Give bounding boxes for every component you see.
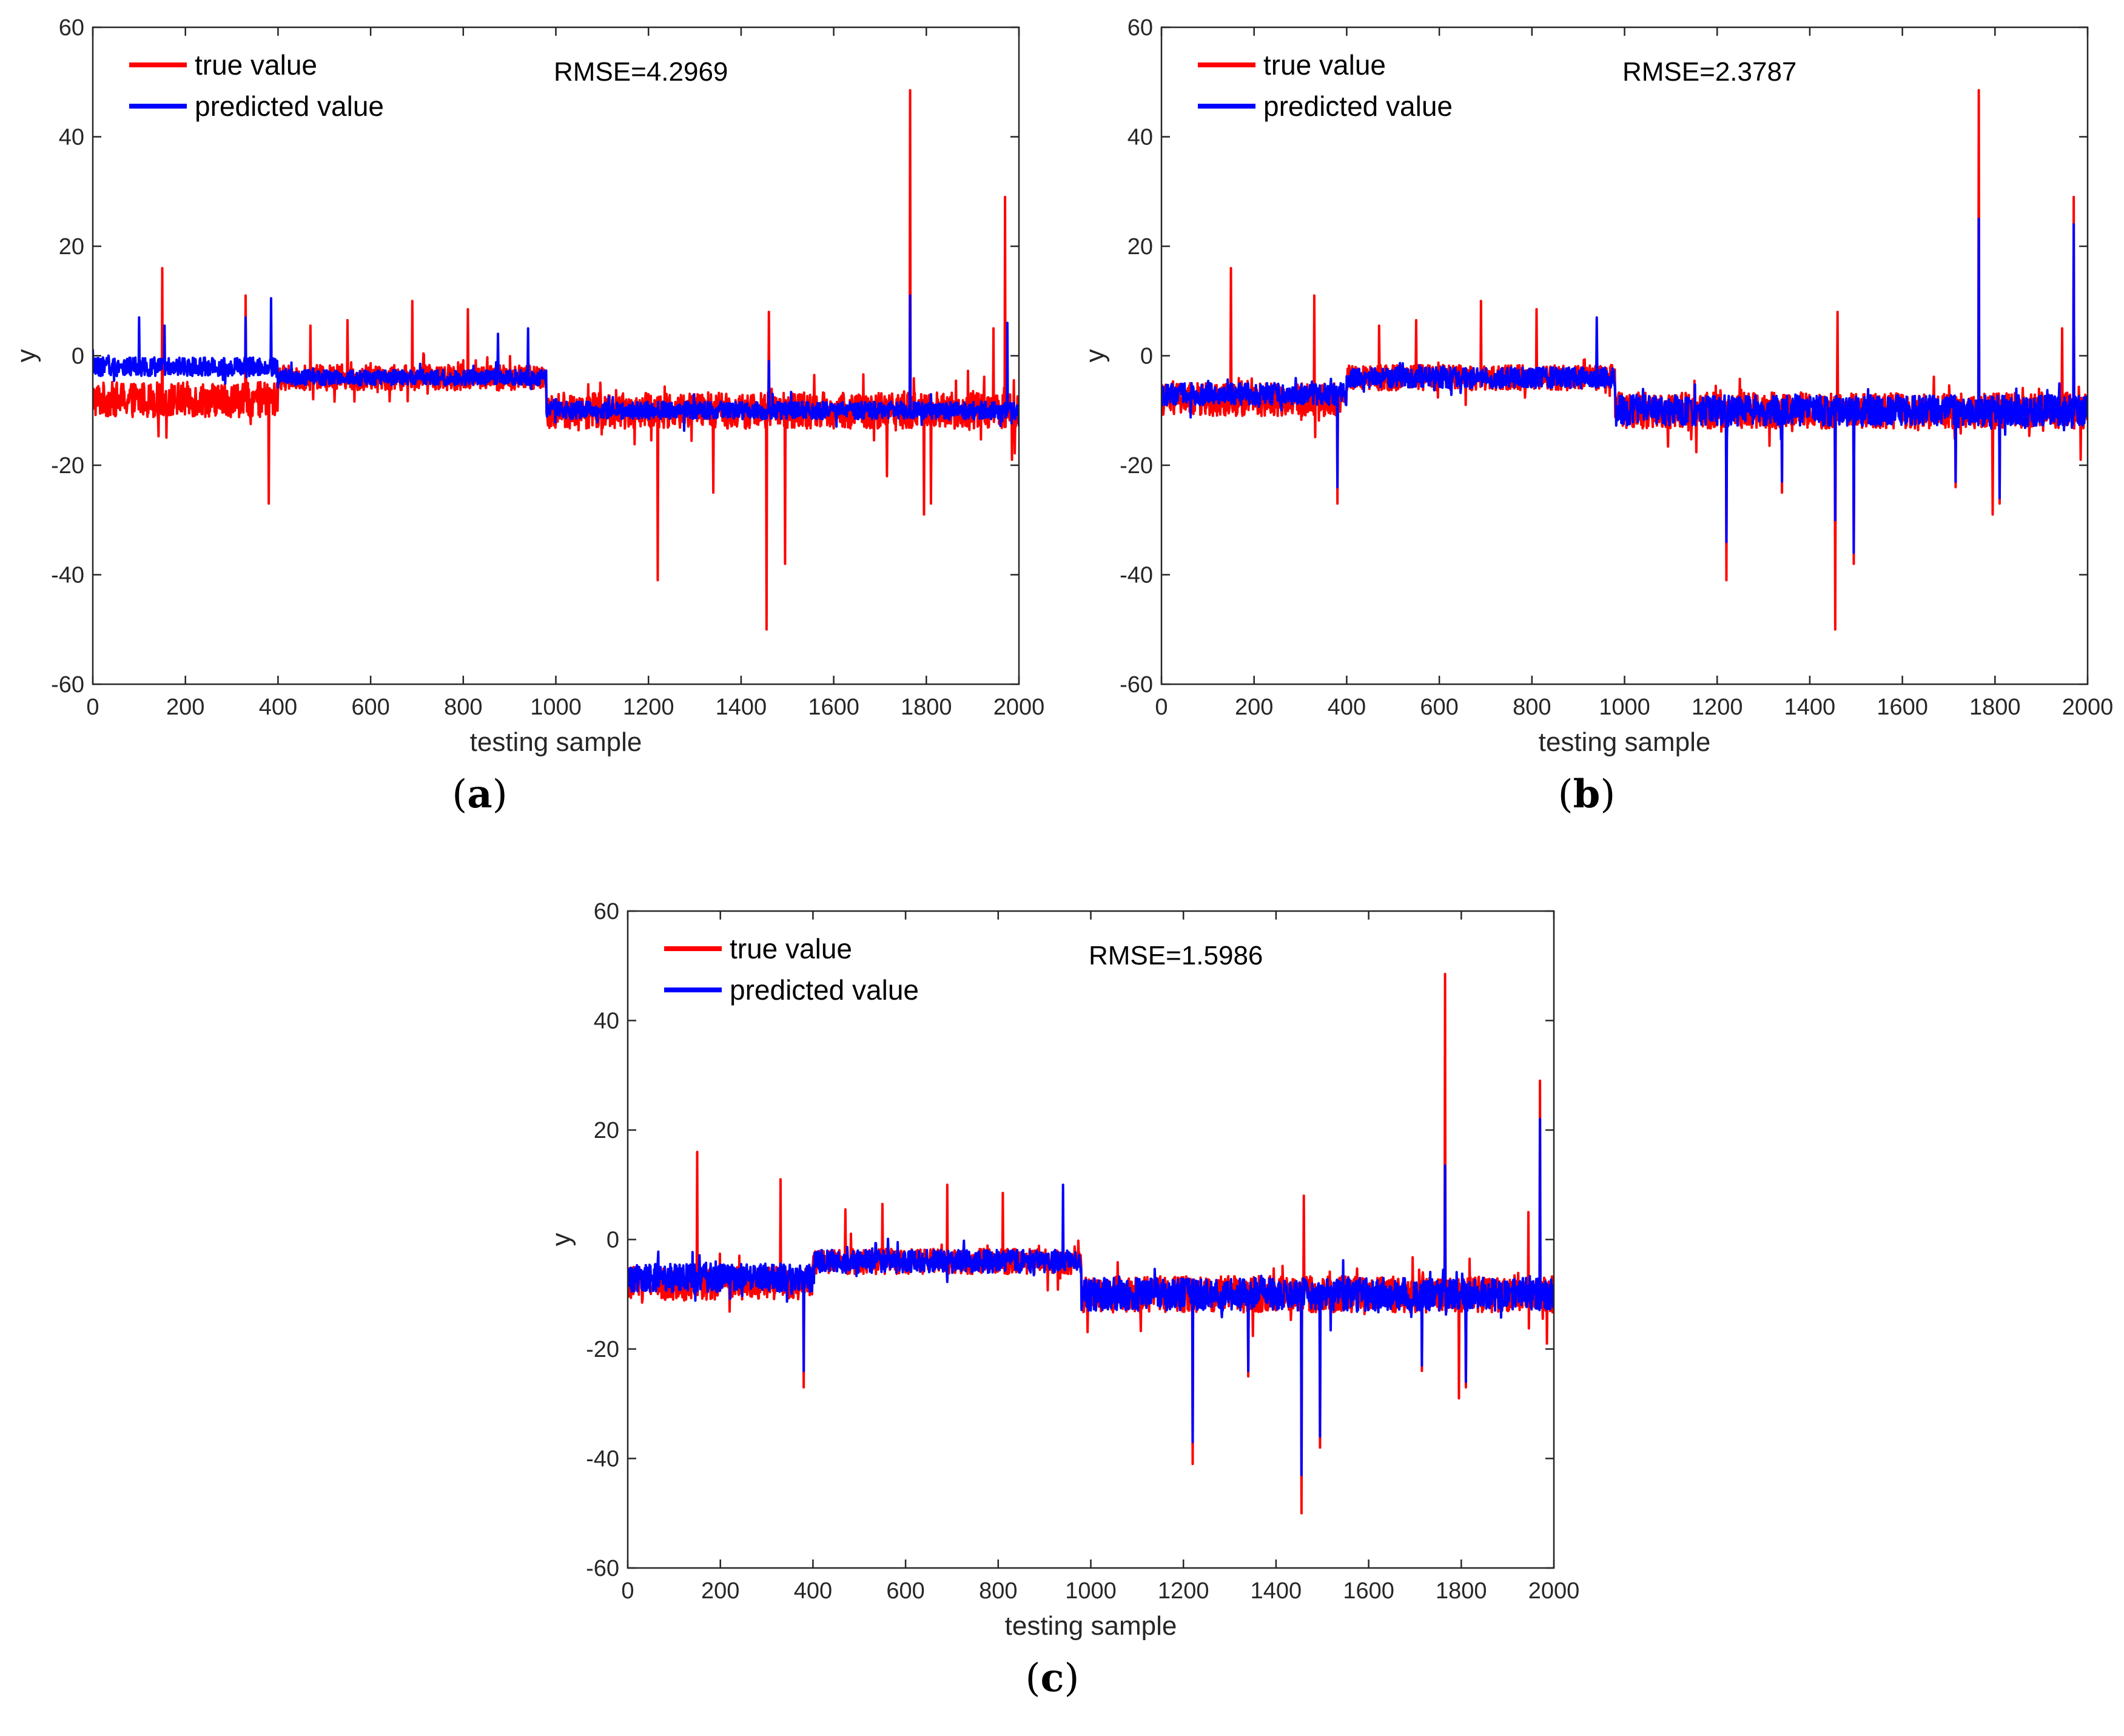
x-tick-label-b-1000: 1000	[1599, 695, 1650, 720]
y-tick-label-c--20: -20	[586, 1337, 619, 1362]
y-tick-label-a-20: 20	[59, 234, 84, 260]
x-axis-label-c: testing sample	[1005, 1611, 1177, 1641]
x-tick-label-c-2000: 2000	[1528, 1578, 1580, 1604]
x-tick-label-c-800: 800	[979, 1578, 1017, 1604]
x-tick-label-c-0: 0	[621, 1578, 634, 1604]
chart-panel-b: 0 200 400 600 800 1000 1200 1400 1600 1800 2000-60…	[1080, 15, 2113, 757]
x-tick-label-a-200: 200	[166, 695, 204, 720]
x-tick-label-c-1000: 1000	[1065, 1578, 1117, 1604]
x-tick-label-b-1400: 1400	[1784, 695, 1836, 720]
legend-label-true-c: true value	[730, 933, 852, 964]
y-tick-label-b--40: -40	[1120, 563, 1153, 588]
x-tick-label-b-1200: 1200	[1692, 695, 1743, 720]
x-tick-label-c-200: 200	[701, 1578, 739, 1604]
x-tick-label-b-400: 400	[1328, 695, 1366, 720]
rmse-annotation-b: RMSE=2.3787	[1622, 57, 1796, 87]
plot-area-b	[1161, 27, 2088, 684]
series-line-b-predicted	[1161, 217, 2088, 554]
x-tick-label-b-800: 800	[1513, 695, 1551, 720]
legend-label-predicted-b: predicted value	[1263, 90, 1453, 122]
legend-label-predicted-a: predicted value	[195, 90, 384, 122]
panel-label-c: (c)	[992, 1655, 1113, 1701]
y-tick-label-b-40: 40	[1128, 125, 1153, 150]
chart-panel-a: 0 200 400 600 800 1000 1200 1400 1600 1800 2000-60…	[12, 15, 1044, 757]
x-tick-label-b-1800: 1800	[1969, 695, 2021, 720]
x-tick-label-c-400: 400	[794, 1578, 832, 1604]
y-tick-label-c--60: -60	[586, 1556, 619, 1581]
legend-label-true-a: true value	[195, 49, 317, 81]
x-tick-label-c-1800: 1800	[1436, 1578, 1487, 1604]
y-tick-label-c-60: 60	[594, 899, 619, 924]
x-tick-label-b-200: 200	[1235, 695, 1273, 720]
plot-area-c	[628, 911, 1554, 1568]
x-tick-label-a-0: 0	[86, 695, 99, 720]
x-tick-label-b-0: 0	[1155, 695, 1168, 720]
panel-label-c-letter: c	[1040, 1655, 1064, 1701]
y-tick-label-a--60: -60	[51, 672, 84, 698]
legend-label-predicted-c: predicted value	[730, 974, 919, 1006]
panel-label-b-letter: b	[1573, 772, 1601, 817]
panel-label-a-close: )	[492, 772, 508, 817]
y-tick-label-a-40: 40	[59, 125, 84, 150]
y-axis-label-a: y	[12, 349, 41, 363]
y-axis-label-c: y	[546, 1233, 576, 1246]
series-line-c-predicted	[628, 1117, 1554, 1476]
y-tick-label-a--40: -40	[51, 563, 84, 588]
y-tick-label-b--20: -20	[1120, 453, 1153, 479]
x-tick-label-c-1200: 1200	[1158, 1578, 1209, 1604]
rmse-annotation-c: RMSE=1.5986	[1089, 941, 1263, 971]
panel-label-b-close: )	[1600, 772, 1616, 817]
x-axis-label-a: testing sample	[470, 727, 642, 757]
legend-label-true-b: true value	[1263, 49, 1386, 81]
x-tick-label-a-1800: 1800	[901, 695, 952, 720]
y-tick-label-c-40: 40	[594, 1009, 619, 1034]
y-tick-label-c-0: 0	[607, 1228, 619, 1253]
x-tick-label-c-1600: 1600	[1343, 1578, 1394, 1604]
y-tick-label-c--40: -40	[586, 1447, 619, 1472]
panel-label-a: (a)	[419, 772, 540, 817]
panel-label-c-close: )	[1064, 1656, 1080, 1701]
panel-label-b: (b)	[1526, 772, 1647, 817]
x-tick-label-a-400: 400	[259, 695, 297, 720]
rmse-annotation-a: RMSE=4.2969	[554, 57, 728, 87]
x-tick-label-a-1000: 1000	[530, 695, 582, 720]
x-axis-label-b: testing sample	[1539, 727, 1711, 757]
y-tick-label-b-0: 0	[1140, 344, 1153, 369]
y-tick-label-b-60: 60	[1128, 15, 1153, 41]
panel-label-a-letter: a	[467, 772, 492, 817]
y-axis-label-b: y	[1080, 349, 1110, 363]
chart-panel-c: 0 200 400 600 800 1000 1200 1400 1600 1800 2000-60…	[546, 899, 1579, 1641]
series-line-a-predicted	[93, 294, 1019, 432]
x-tick-label-b-1600: 1600	[1877, 695, 1928, 720]
x-tick-label-c-1400: 1400	[1251, 1578, 1302, 1604]
y-tick-label-a--20: -20	[51, 453, 84, 479]
x-tick-label-a-800: 800	[444, 695, 482, 720]
panel-label-a-open: (	[452, 772, 468, 817]
panel-label-b-open: (	[1558, 772, 1573, 817]
x-tick-label-a-2000: 2000	[993, 695, 1045, 720]
y-tick-label-b--60: -60	[1120, 672, 1153, 698]
x-tick-label-c-600: 600	[886, 1578, 924, 1604]
x-tick-label-a-1600: 1600	[808, 695, 859, 720]
y-tick-label-a-60: 60	[59, 15, 84, 41]
y-tick-label-a-0: 0	[72, 344, 84, 369]
x-tick-label-a-1400: 1400	[716, 695, 767, 720]
panel-label-c-open: (	[1025, 1656, 1041, 1701]
y-tick-label-c-20: 20	[594, 1118, 619, 1143]
x-tick-label-a-600: 600	[351, 695, 389, 720]
x-tick-label-b-600: 600	[1420, 695, 1458, 720]
y-tick-label-b-20: 20	[1128, 234, 1153, 260]
plot-area-a	[93, 27, 1019, 684]
x-tick-label-a-1200: 1200	[623, 695, 674, 720]
x-tick-label-b-2000: 2000	[2062, 695, 2114, 720]
